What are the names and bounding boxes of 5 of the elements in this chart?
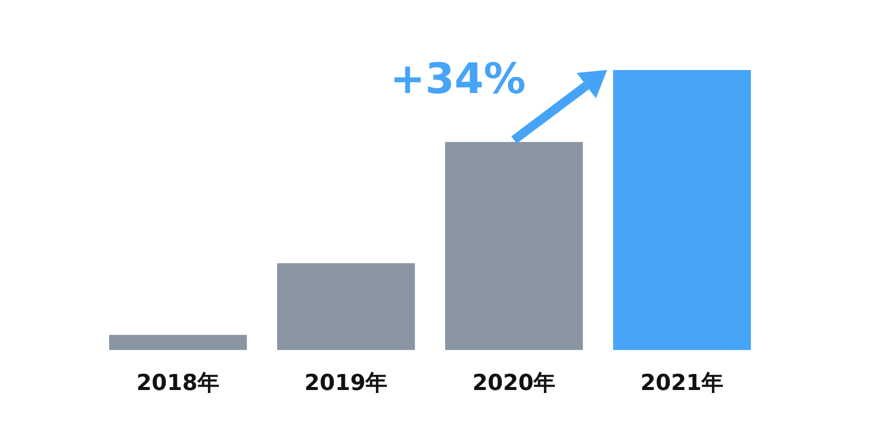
x-tick-label: 2021年 [640, 371, 724, 396]
x-tick-label: 2020年 [472, 371, 556, 396]
x-tick-label: 2018年 [136, 371, 220, 396]
x-tick-label: 2019年 [304, 371, 388, 396]
annotation: +34% [390, 54, 526, 103]
